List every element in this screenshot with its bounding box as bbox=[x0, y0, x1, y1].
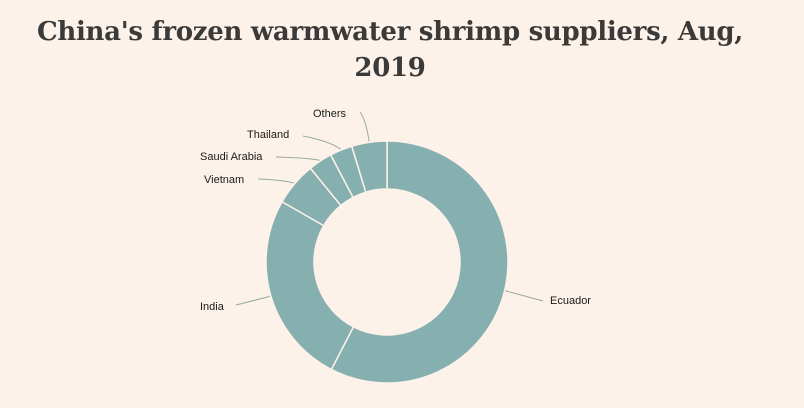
label-others: Others bbox=[313, 108, 347, 120]
label-saudi-arabia: Saudi Arabia bbox=[200, 151, 263, 163]
chart-title-line-2: 2019 bbox=[354, 53, 426, 83]
slice-others bbox=[350, 140, 388, 194]
leader-line-vietnam bbox=[257, 178, 295, 184]
chart-title-line-1: China's frozen warmwater shrimp supplier… bbox=[36, 17, 744, 47]
chart-title: China's frozen warmwater shrimp supplier… bbox=[0, 14, 780, 86]
leader-line-thailand bbox=[302, 135, 341, 150]
leader-line-india bbox=[235, 295, 271, 306]
label-thailand: Thailand bbox=[247, 129, 289, 141]
slice-india bbox=[265, 200, 355, 371]
slice-ecuador bbox=[330, 140, 509, 384]
leader-line-ecuador bbox=[505, 290, 544, 302]
leader-line-others bbox=[359, 111, 370, 142]
label-india: India bbox=[200, 301, 225, 313]
label-ecuador: Ecuador bbox=[550, 295, 591, 307]
label-vietnam: Vietnam bbox=[204, 174, 244, 186]
leader-line-saudi-arabia bbox=[275, 156, 320, 161]
